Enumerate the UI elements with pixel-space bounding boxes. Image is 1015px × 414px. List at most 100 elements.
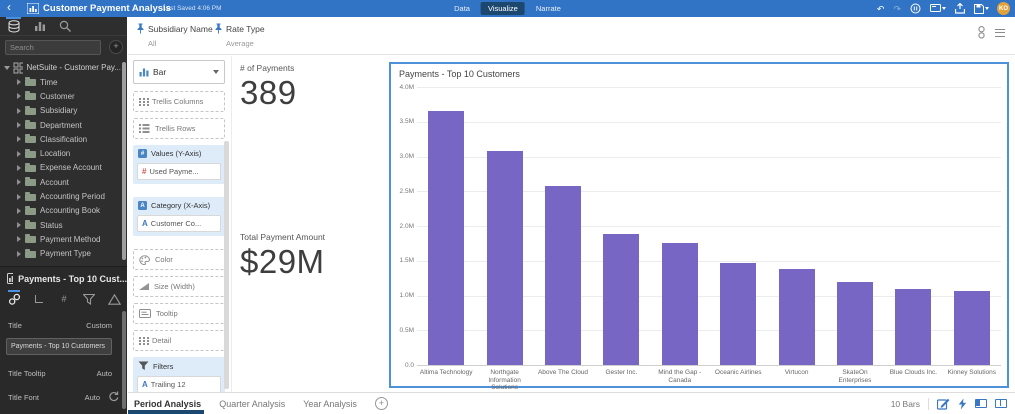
tooltip-slot[interactable]: Tooltip [133, 303, 225, 324]
tree-scrollbar[interactable] [122, 62, 126, 260]
color-slot[interactable]: Color [133, 249, 225, 270]
tree-item[interactable]: Subsidiary [0, 104, 121, 118]
present-icon[interactable] [910, 3, 921, 14]
expand-icon[interactable] [17, 136, 21, 143]
filter-subsidiary[interactable]: Subsidiary Name All [136, 23, 213, 48]
filter-value[interactable]: All [148, 39, 157, 48]
detail-slot[interactable]: Detail [133, 330, 225, 351]
expand-icon[interactable] [17, 79, 21, 86]
title-tooltip-row[interactable]: Title Tooltip Auto [8, 369, 112, 378]
tree-item[interactable]: Account [0, 175, 121, 189]
filters-slot[interactable]: Filters A Trailing 12 [133, 357, 225, 393]
chart-bar[interactable] [837, 282, 873, 365]
trellis-rows-slot[interactable]: Trellis Rows [133, 118, 225, 139]
chart-bar[interactable] [545, 186, 581, 365]
category-field-chip[interactable]: A Customer Co... [137, 215, 221, 232]
bar-chart-visual[interactable]: Payments - Top 10 Customers 4.0M 3.5M 3.0M… [389, 62, 1009, 391]
layout-outline-icon[interactable] [995, 399, 1007, 408]
filter-field-chip[interactable]: A Trailing 12 [137, 376, 221, 393]
trellis-columns-slot[interactable]: Trellis Columns [133, 91, 225, 112]
chart-bar[interactable] [778, 269, 815, 365]
tab-data[interactable]: Data [454, 4, 470, 13]
tree-item[interactable]: Department [0, 118, 121, 132]
title-property-value[interactable]: Custom [86, 321, 112, 330]
undo-icon[interactable]: ↶ [876, 3, 885, 14]
axis-settings-tab[interactable] [32, 292, 46, 306]
chart-bar[interactable] [953, 291, 990, 365]
data-panel-tab[interactable] [6, 16, 21, 34]
tree-item[interactable]: Classification [0, 132, 121, 146]
expand-icon[interactable] [17, 250, 21, 257]
expand-icon[interactable] [17, 236, 21, 243]
chart-type-select[interactable]: Bar [133, 60, 225, 84]
filter-value[interactable]: Average [226, 39, 254, 48]
tab-narrate[interactable]: Narrate [535, 4, 561, 13]
expand-icon[interactable] [17, 150, 21, 157]
tree-item[interactable]: Expense Account [0, 161, 121, 175]
properties-scrollbar[interactable] [122, 311, 126, 409]
values-slot[interactable]: # Values (Y-Axis) # Used Payme... [133, 145, 225, 184]
tree-root-item[interactable]: NetSuite - Customer Pay... [0, 60, 121, 75]
values-field-chip[interactable]: # Used Payme... [137, 163, 221, 180]
expand-icon[interactable] [17, 93, 21, 100]
kpi-num-payments[interactable]: # of Payments 389 [240, 63, 297, 112]
canvas-settings-icon[interactable] [930, 4, 946, 13]
save-icon[interactable] [974, 3, 989, 14]
edit-visual-icon[interactable] [937, 398, 950, 410]
redo-icon[interactable]: ↷ [893, 3, 901, 14]
title-font-value[interactable]: Auto [84, 393, 100, 402]
add-data-button[interactable]: + [109, 40, 123, 54]
tree-item[interactable]: Payment Type [0, 247, 121, 261]
chart-bar[interactable] [720, 262, 757, 365]
avatar[interactable]: KO [997, 2, 1010, 15]
search-input[interactable] [5, 40, 101, 55]
tree-item[interactable]: Accounting Book [0, 204, 121, 218]
chart-bar[interactable] [895, 288, 932, 365]
expand-icon[interactable] [17, 207, 21, 214]
chart-bar[interactable] [603, 234, 640, 365]
export-icon[interactable] [955, 3, 965, 14]
expand-icon[interactable] [17, 122, 21, 129]
title-tooltip-value[interactable]: Auto [96, 369, 112, 378]
expand-icon[interactable] [17, 222, 21, 229]
layout-filled-icon[interactable] [975, 399, 987, 408]
back-icon[interactable]: ‹ [7, 0, 11, 14]
chart-title-input[interactable] [6, 338, 112, 355]
grammar-scrollbar[interactable] [224, 141, 229, 389]
tree-item[interactable]: Payment Method [0, 232, 121, 246]
tab-visualize[interactable]: Visualize [480, 2, 525, 15]
chart-bar[interactable] [486, 150, 523, 365]
filter-pills-icon[interactable] [977, 26, 986, 39]
category-slot[interactable]: A Category (X-Axis) A Customer Co... [133, 197, 225, 236]
auto-apply-icon[interactable] [958, 398, 967, 410]
title-font-row[interactable]: Title Font Auto [8, 393, 100, 402]
filter-rate-type[interactable]: Rate Type Average [214, 23, 265, 48]
values-settings-tab[interactable]: # [61, 294, 67, 304]
expand-icon[interactable] [17, 179, 21, 186]
expand-icon[interactable] [4, 65, 10, 70]
analytics-settings-tab[interactable] [107, 292, 121, 306]
tree-item[interactable]: Accounting Period [0, 189, 121, 203]
canvas-menu-icon[interactable] [995, 28, 1005, 37]
canvas-tab-period[interactable]: Period Analysis [134, 398, 202, 409]
canvas-tab-year[interactable]: Year Analysis [303, 398, 357, 409]
kpi-total-payment[interactable]: Total Payment Amount $29M [240, 232, 325, 281]
tree-item[interactable]: Location [0, 146, 121, 160]
reset-font-icon[interactable] [108, 391, 119, 402]
tree-item[interactable]: Time [0, 75, 121, 89]
visualizations-panel-tab[interactable] [32, 19, 47, 34]
tree-item[interactable]: Customer [0, 89, 121, 103]
filter-settings-tab[interactable] [82, 292, 96, 306]
tree-item[interactable]: Status [0, 218, 121, 232]
chart-bar[interactable] [428, 111, 465, 365]
title-property-row[interactable]: Title Custom [8, 321, 112, 330]
expand-icon[interactable] [17, 193, 21, 200]
canvas-tab-quarter[interactable]: Quarter Analysis [219, 398, 286, 409]
expand-icon[interactable] [17, 107, 21, 114]
add-canvas-button[interactable]: + [374, 397, 388, 410]
chart-bar[interactable] [661, 242, 698, 365]
size-slot[interactable]: Size (Width) [133, 276, 225, 297]
expand-icon[interactable] [17, 164, 21, 171]
general-settings-tab[interactable] [7, 290, 21, 306]
analytics-panel-tab[interactable] [58, 19, 73, 34]
